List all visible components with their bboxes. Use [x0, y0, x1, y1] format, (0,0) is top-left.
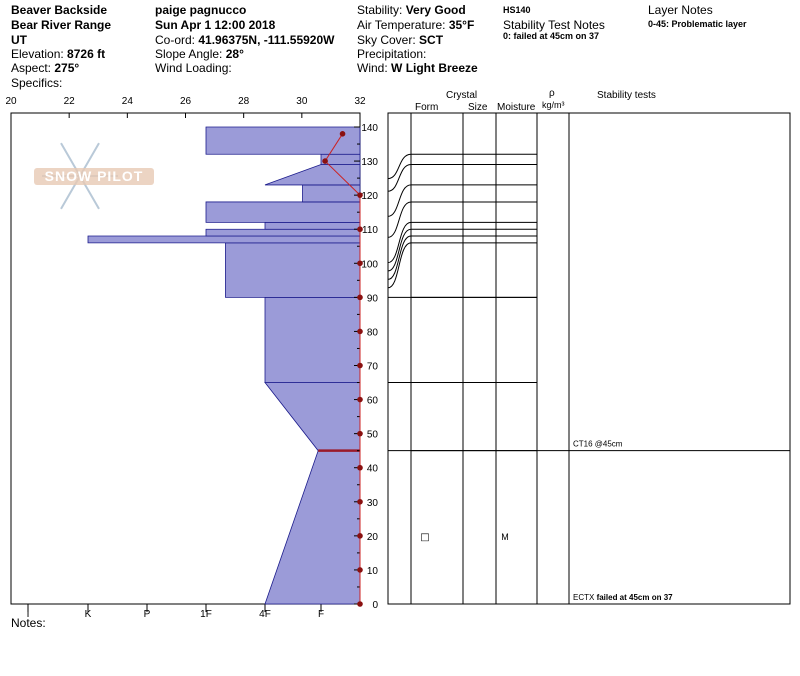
height-tick-label: 80 — [367, 327, 379, 338]
temperature-point — [339, 131, 346, 137]
form-header: Form — [415, 102, 439, 113]
observation-datetime: Sun Apr 1 12:00 2018 — [155, 18, 276, 32]
stability-test-label: ECTX failed at 45cm on 37 — [573, 593, 673, 602]
state-name: UT — [11, 33, 27, 47]
snow-layer — [302, 184, 361, 203]
height-tick-label: 110 — [362, 225, 378, 236]
temperature-point — [357, 396, 363, 403]
slope-angle: Slope Angle: 28° — [155, 47, 244, 61]
height-tick-label: 30 — [367, 498, 379, 509]
temperature-point — [357, 498, 363, 505]
height-tick-label: 20 — [367, 532, 379, 543]
hardness-tick-label: I — [27, 609, 30, 620]
stability-test-notes-title: Stability Test Notes — [503, 18, 605, 32]
specifics: Specifics: — [11, 76, 63, 90]
layer-connector — [387, 242, 412, 289]
watermark-text: SNOW PILOT — [45, 168, 144, 184]
density-rho: ρ — [549, 88, 555, 99]
temp-tick-label: 30 — [296, 96, 308, 107]
temp-tick-label: 22 — [64, 96, 76, 107]
precipitation: Precipitation: — [357, 47, 427, 61]
temperature-point — [357, 294, 363, 301]
size-header: Size — [468, 102, 488, 113]
temperature-point — [322, 158, 328, 164]
range-name: Bear River Range — [11, 18, 112, 32]
stability-tests-header: Stability tests — [597, 90, 656, 101]
wind-loading: Wind Loading: — [155, 61, 232, 75]
sky-cover: Sky Cover: SCT — [357, 33, 444, 47]
hardness-tick-label: 1F — [200, 609, 212, 620]
hardness-tick-label: F — [318, 609, 324, 620]
elevation: Elevation: 8726 ft — [11, 47, 106, 61]
temperature-point — [357, 601, 363, 607]
temperature-point — [357, 226, 363, 233]
snow-layer — [205, 201, 361, 223]
height-tick-label: 40 — [367, 464, 379, 475]
layer-table-frame — [387, 112, 791, 605]
temperature-point — [357, 464, 363, 471]
height-tick-label: 70 — [367, 362, 379, 373]
snow-layer — [205, 228, 361, 237]
temperature-point — [357, 260, 363, 267]
snow-layer — [225, 242, 361, 298]
height-tick-label: 130 — [361, 157, 378, 168]
layer-note: 0-45: Problematic layer — [648, 19, 747, 29]
temperature-point — [357, 567, 363, 573]
stability-test-note: 0: failed at 45cm on 37 — [503, 31, 600, 41]
moisture-value: M — [501, 532, 509, 542]
height-tick-label: 120 — [361, 191, 378, 202]
snow-layer — [205, 126, 361, 155]
snow-layer — [264, 221, 361, 230]
observer-name: paige pagnucco — [155, 3, 247, 17]
layer-connector — [387, 184, 412, 217]
height-tick-label: 100 — [361, 259, 378, 270]
layer-connector — [387, 153, 412, 180]
temperature-point — [357, 362, 363, 369]
hardness-tick-label: K — [85, 609, 92, 620]
watermark-banner — [34, 168, 154, 185]
height-tick-label: 0 — [372, 600, 378, 611]
density-unit: kg/m³ — [542, 100, 565, 110]
snow-layer — [264, 382, 361, 452]
layer-connector — [387, 228, 412, 272]
snow-layer — [264, 296, 361, 383]
air-temperature: Air Temperature: 35°F — [357, 18, 475, 32]
layer-connector — [387, 163, 412, 192]
hardness-tick-label: 4F — [259, 609, 271, 620]
layer-connector — [387, 235, 412, 280]
layer-connector — [387, 201, 412, 238]
site-name: Beaver Backside — [11, 3, 108, 17]
snow-layer — [87, 235, 361, 244]
temp-tick-label: 28 — [238, 96, 250, 107]
snow-height: HS140 — [503, 5, 531, 15]
crystal-form-symbol: □ — [420, 532, 429, 543]
height-tick-label: 10 — [367, 566, 379, 577]
hardness-tick-label: P — [144, 609, 151, 620]
temp-tick-label: 20 — [5, 96, 17, 107]
temp-tick-label: 24 — [122, 96, 134, 107]
moisture-header: Moisture — [497, 102, 536, 113]
aspect: Aspect: 275° — [11, 61, 80, 75]
temperature-point — [357, 328, 363, 335]
layer-connector — [387, 221, 412, 264]
stability-test-label: CT16 @45cm — [573, 440, 623, 449]
temperature-point — [357, 192, 363, 198]
crystal-header: Crystal — [446, 90, 478, 101]
height-tick-label: 90 — [367, 293, 379, 304]
temp-tick-label: 32 — [354, 96, 366, 107]
notes-label: Notes: — [11, 616, 46, 630]
temperature-point — [357, 430, 363, 437]
height-tick-label: 60 — [367, 396, 379, 407]
wind: Wind: W Light Breeze — [357, 61, 478, 75]
height-tick-label: 50 — [367, 430, 379, 441]
temperature-point — [357, 533, 363, 539]
coordinates: Co-ord: 41.96375N, -111.55920W — [155, 33, 335, 47]
temp-tick-label: 26 — [180, 96, 192, 107]
snow-layer — [264, 450, 361, 605]
height-tick-label: 140 — [361, 123, 378, 134]
stability: Stability: Very Good — [357, 3, 466, 17]
layer-notes-title: Layer Notes — [648, 3, 713, 17]
